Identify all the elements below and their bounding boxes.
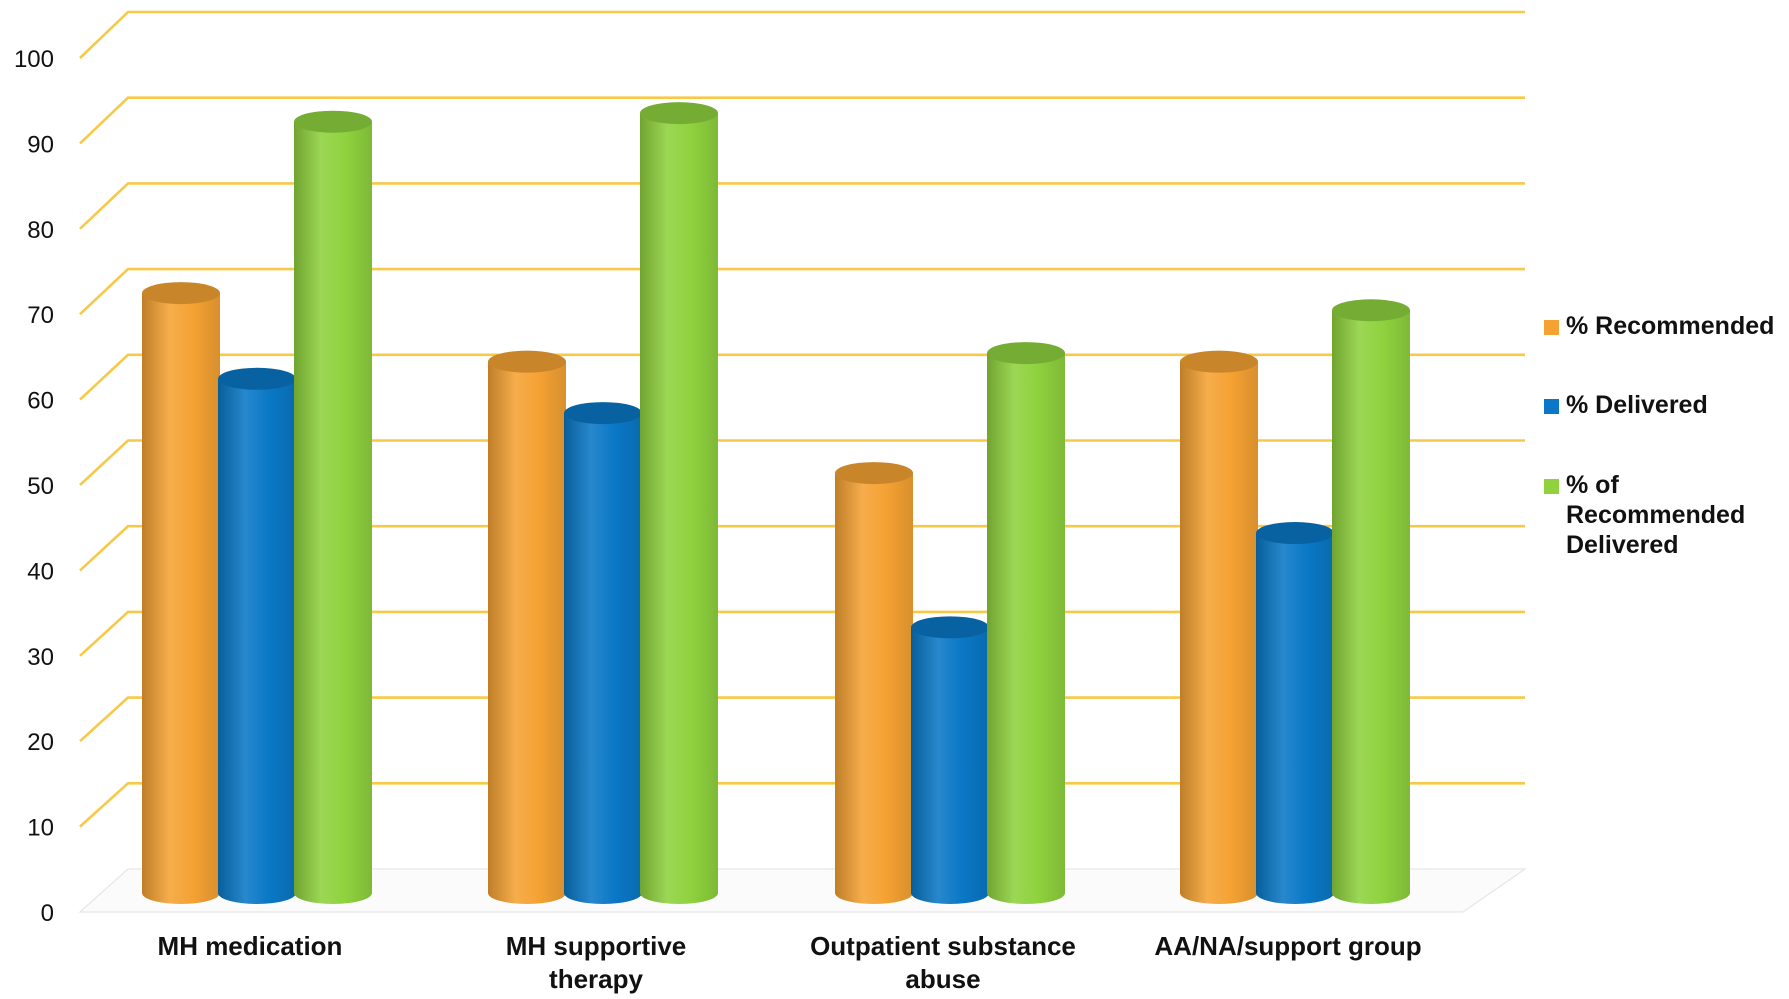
gridline [79,10,1525,59]
y-tick-label: 30 [27,644,54,671]
legend-entry: % of Recommended Delivered [1544,471,1745,559]
y-tick-label: 50 [27,473,54,500]
gridline [79,182,1525,230]
bar-cap [1256,522,1334,545]
bar [835,462,913,904]
bar-cap [488,350,566,373]
y-tick-label: 20 [27,729,54,756]
bar-body [294,121,372,904]
bars [142,102,1410,905]
bar-body [564,413,642,904]
bar [142,282,220,904]
legend: % Recommended % Delivered % of Recommended D… [1544,312,1774,559]
bar-cap [294,110,372,133]
bar [218,367,296,904]
bar-cap [835,462,913,485]
legend-entry: % Delivered [1544,391,1708,419]
x-tick-label: MH supportive therapy [506,931,687,994]
bar-body [1332,310,1410,904]
x-axis-labels: MH medication MH supportive therapy Outpati… [158,931,1422,994]
legend-label: % of Recommended Delivered [1566,471,1745,559]
bar-cap [142,282,220,305]
bar-body [1180,361,1258,904]
bar-cap [1180,350,1258,373]
legend-swatch [1544,399,1559,414]
bar-body [640,113,718,904]
bar-body [911,627,989,904]
bar-cap [640,102,718,125]
y-tick-label: 100 [14,46,54,73]
legend-swatch [1544,479,1559,494]
bar [987,342,1065,905]
bar-body [987,353,1065,905]
bar-body [835,473,913,904]
bar-body [142,293,220,904]
bar [1332,299,1410,904]
legend-entry: % Recommended [1544,312,1774,340]
bar [1180,350,1258,904]
gridline [79,267,1525,316]
bar-cap [911,616,989,639]
legend-swatch [1544,320,1559,335]
bar [564,402,642,904]
bar [294,110,372,904]
bar-cap [564,402,642,425]
bar-cap [1332,299,1410,322]
x-tick-label: Outpatient substance abuse [810,931,1076,994]
y-tick-label: 90 [27,131,54,158]
y-tick-label: 70 [27,302,54,329]
y-tick-label: 40 [27,558,54,585]
legend-label: % Delivered [1566,391,1708,419]
bar-cap [987,342,1065,365]
bar-body [1256,533,1334,904]
bar [911,616,989,904]
y-tick-label: 10 [27,815,54,842]
bar [640,102,718,904]
bar [488,350,566,904]
chart-floor-plane [78,868,1527,913]
x-tick-label: MH medication [158,931,343,961]
y-tick-label: 0 [41,900,54,927]
bar-body [488,361,566,904]
bar-cap [218,367,296,390]
bar-body [218,378,296,904]
x-tick-label: AA/NA/support group [1154,931,1421,961]
y-tick-label: 80 [27,217,54,244]
chart-floor [78,868,1527,913]
bar [1256,522,1334,904]
y-tick-label: 60 [27,388,54,415]
y-axis: 0 10 20 30 40 50 60 70 80 90 100 [14,46,54,927]
gridline [79,96,1525,145]
legend-label: % Recommended [1566,312,1774,340]
